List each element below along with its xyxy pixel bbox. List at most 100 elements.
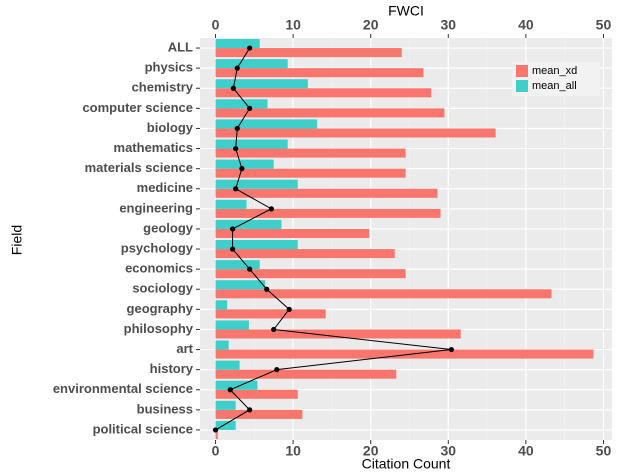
fwci-line [215,47,452,431]
bar [215,99,268,109]
bar [215,88,432,98]
fwci-point [233,186,239,192]
x-tick-label: 50 [596,443,612,459]
bar [215,249,395,259]
bar [215,369,397,379]
fwci-point [268,206,274,212]
bar [215,59,288,69]
bar [215,139,288,149]
y-tick-label: engineering [119,200,193,215]
fwci-point [239,166,245,172]
bar [215,119,318,129]
fwci-point [229,226,236,232]
bar [215,420,236,430]
y-tick-label: environmental science [53,381,193,396]
bar [215,199,247,209]
bar [215,240,298,250]
x2-tick-label: 20 [363,17,379,33]
plot-background [200,38,612,440]
bar [215,329,461,339]
legend-swatch [516,65,528,77]
fwci-point [448,346,454,353]
y-tick-label: business [137,401,193,416]
fwci-point [229,246,236,252]
y-tick-label: computer science [82,100,193,115]
fwci-point [233,145,239,152]
bar [215,68,424,78]
legend-swatch [516,80,528,92]
bar [215,429,218,439]
x-tick-label: 40 [518,443,534,459]
y-tick-label: psychology [121,240,194,255]
fwci-point [286,306,292,312]
x2-tick-label: 40 [518,17,534,33]
bar [215,409,303,419]
fwci-point [227,387,233,393]
bar [215,280,266,290]
bar [215,320,249,330]
bar [215,128,496,138]
bar [215,179,298,189]
bar [215,219,282,229]
y-tick-label: political science [93,421,193,436]
bar [215,380,258,390]
y-tick-label: medicine [137,180,193,195]
fwci-point [234,65,240,71]
bar [215,389,298,399]
x-tick-label: 20 [363,443,379,459]
y-tick-label: history [150,361,194,376]
y-tick-label: sociology [132,281,193,296]
y-tick-label: geology [143,220,194,235]
y-tick-label: art [176,341,193,356]
fwci-point [247,105,253,111]
y-tick-label: materials science [85,160,193,175]
x2-tick-label: 10 [285,17,301,33]
fwci-point [234,125,240,132]
y-axis-title: Field [9,225,25,255]
fwci-point [247,266,253,272]
x-tick-label: 30 [440,443,456,459]
bar [215,159,274,169]
bar [215,309,326,319]
y-tick-label: philosophy [124,321,194,336]
bar [215,168,406,178]
bar [215,340,229,350]
bar [215,360,240,370]
bar [215,260,260,270]
bar [215,400,236,410]
bar [215,188,438,198]
bar [215,269,406,279]
y-tick-label: geography [127,301,194,316]
fwci-point [230,85,236,91]
y-tick-label: mathematics [114,140,193,155]
top-axis-title: FWCI [388,3,424,19]
fwci-point [247,45,253,51]
x2-tick-label: 30 [440,17,456,33]
bar [215,300,228,310]
bar [215,208,441,218]
y-tick-label: economics [125,261,193,276]
fwci-point [264,286,270,292]
legend-label: mean_all [532,80,577,92]
fwci-point [247,407,253,413]
legend-label: mean_xd [532,65,577,77]
bar [215,108,445,118]
y-tick-label: biology [147,120,194,135]
y-tick-label: physics [145,60,193,75]
y-tick-label: chemistry [132,80,194,95]
bar [215,148,406,158]
bar [215,39,260,49]
y-tick-label: ALL [168,39,193,54]
bar [215,289,552,299]
x-tick-label: 0 [212,443,220,459]
bar [215,349,594,359]
x2-tick-label: 50 [596,17,612,33]
x-axis-title: Citation Count [362,456,451,472]
fwci-point [274,367,280,373]
x2-tick-label: 0 [212,17,220,33]
bar [215,79,308,89]
bar [215,228,370,238]
fwci-point [271,326,277,333]
x-tick-label: 10 [285,443,301,459]
